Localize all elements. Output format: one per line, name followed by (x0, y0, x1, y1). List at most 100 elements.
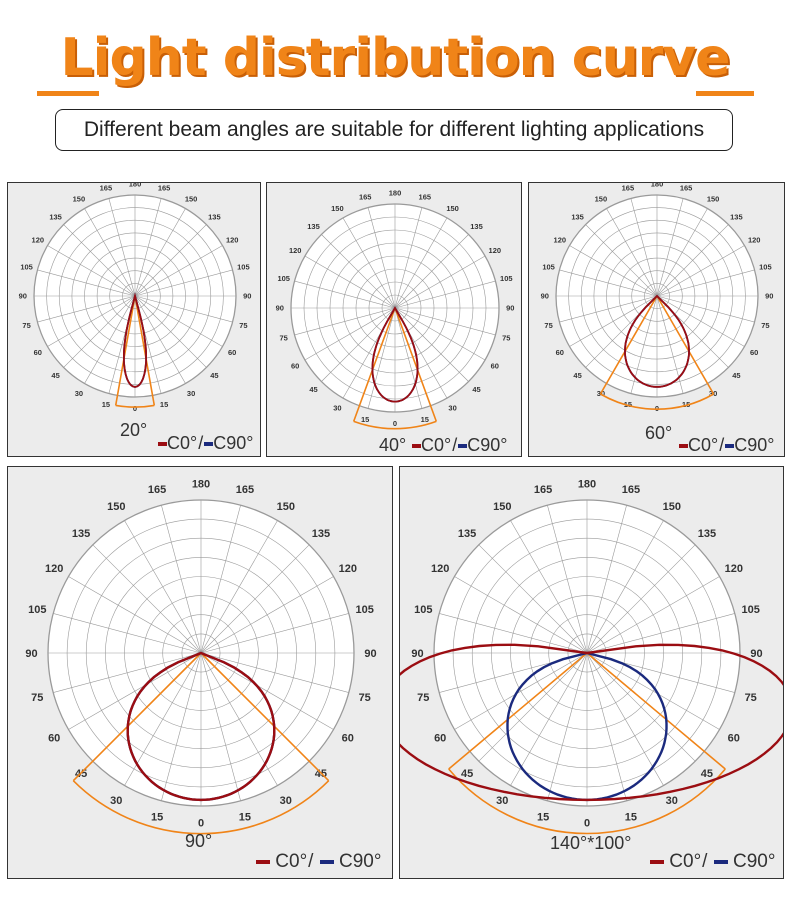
grid-spoke (134, 295, 233, 323)
chart-panel-40: 180 165 150 135 120 105 90 75 60 45 30 15 0 15 30 45 60 7… (266, 182, 522, 457)
title-dash-left (37, 91, 99, 96)
angle-label: 75 (544, 321, 552, 330)
angle-label: 15 (239, 812, 251, 824)
grid-spoke (84, 208, 136, 297)
angle-label: 180 (389, 188, 402, 197)
grid-spoke (161, 505, 202, 654)
grid-spoke (439, 613, 588, 654)
title-dash-right (696, 91, 754, 96)
c90-swatch (725, 444, 735, 449)
polar-chart-60: 1801651501351201059075604530150153045607… (541, 183, 774, 413)
beam-arc (115, 404, 155, 408)
grid-spoke (394, 307, 469, 382)
angle-label: 150 (185, 195, 198, 204)
c0-swatch (650, 859, 664, 864)
grid-spoke (37, 295, 136, 323)
angle-label: 135 (72, 528, 90, 540)
legend: C0°/ C90° (412, 435, 507, 456)
beam-edge-left (352, 307, 396, 422)
grid-spoke (200, 652, 349, 693)
grid-spoke (134, 245, 223, 297)
angle-label: 105 (759, 263, 772, 272)
grid-spoke (63, 224, 136, 297)
beam-edge-right (200, 652, 330, 782)
angle-label: 75 (280, 334, 288, 343)
beam-indicator (72, 652, 330, 835)
angle-label: 135 (730, 212, 743, 221)
grid-spoke (656, 208, 708, 297)
grid-spoke (200, 652, 334, 730)
grid-spoke (394, 307, 486, 361)
angle-label: 165 (622, 484, 640, 496)
grid-spoke (304, 307, 396, 361)
beam-arc (600, 393, 714, 410)
angle-label: 90 (541, 292, 549, 301)
header: Light distribution curve (0, 28, 790, 98)
angle-label: 60 (750, 348, 758, 357)
angle-label: 45 (210, 371, 218, 380)
grid-spoke (124, 520, 202, 654)
c0-swatch (412, 444, 421, 449)
beam-indicator (448, 652, 726, 835)
angle-label: 165 (622, 183, 635, 192)
angle-label: 15 (421, 415, 429, 424)
legend-separator: / (452, 435, 458, 455)
grid-spoke (367, 207, 396, 309)
grid-spoke (586, 652, 696, 762)
grid-spoke (134, 295, 186, 384)
angle-label: 60 (434, 733, 446, 745)
beam-edge-left (448, 652, 588, 770)
beam-edge-left (72, 652, 202, 782)
angle-label: 15 (160, 400, 168, 409)
beam-angle-label: 60° (645, 423, 673, 443)
grid-spoke (294, 280, 396, 309)
angle-label: 15 (102, 400, 110, 409)
legend-c0: C0° (688, 435, 719, 455)
angle-label: 165 (419, 192, 432, 201)
angle-label: 135 (208, 212, 221, 221)
angle-label: 0 (198, 818, 204, 830)
grid-spoke (134, 295, 223, 347)
legend-c90: C90° (734, 435, 775, 455)
angle-label: 150 (331, 204, 344, 213)
c0-curve (371, 306, 419, 403)
angle-label: 150 (595, 195, 608, 204)
legend-separator: / (702, 851, 708, 872)
angle-label: 45 (732, 371, 740, 380)
angle-label: 150 (493, 501, 511, 513)
legend-c0: C0° (167, 433, 198, 453)
angle-label: 60 (291, 361, 299, 370)
grid-spoke (342, 217, 396, 309)
c0-curve (624, 294, 690, 388)
angle-label: 120 (748, 236, 761, 245)
angle-label: 90 (765, 292, 773, 301)
grid-spoke (304, 255, 396, 309)
angle-label: 30 (333, 404, 341, 413)
angle-label: 165 (534, 484, 552, 496)
angle-label: 15 (361, 415, 369, 424)
grid-spoke (134, 208, 186, 297)
grid-spoke (586, 652, 664, 786)
grid-spoke (454, 652, 588, 730)
angle-label: 60 (228, 348, 236, 357)
grid-spoke (478, 544, 588, 654)
legend-separator: / (719, 435, 725, 455)
legend-c0: C0° (669, 851, 702, 872)
angle-label: 45 (51, 371, 59, 380)
angle-label: 75 (745, 692, 757, 704)
series-curves (400, 643, 783, 802)
beam-angle-label: 40° (379, 435, 407, 455)
angle-label: 90 (25, 648, 37, 660)
grid-spoke (84, 295, 136, 384)
grid-spoke (134, 198, 162, 297)
angle-label: 120 (554, 236, 567, 245)
grid-spoke (200, 505, 241, 654)
grid-spoke (134, 295, 207, 368)
series-curves (123, 292, 147, 388)
grid-spoke (585, 224, 658, 297)
beam-arc (353, 420, 437, 430)
angle-label: 75 (502, 334, 510, 343)
